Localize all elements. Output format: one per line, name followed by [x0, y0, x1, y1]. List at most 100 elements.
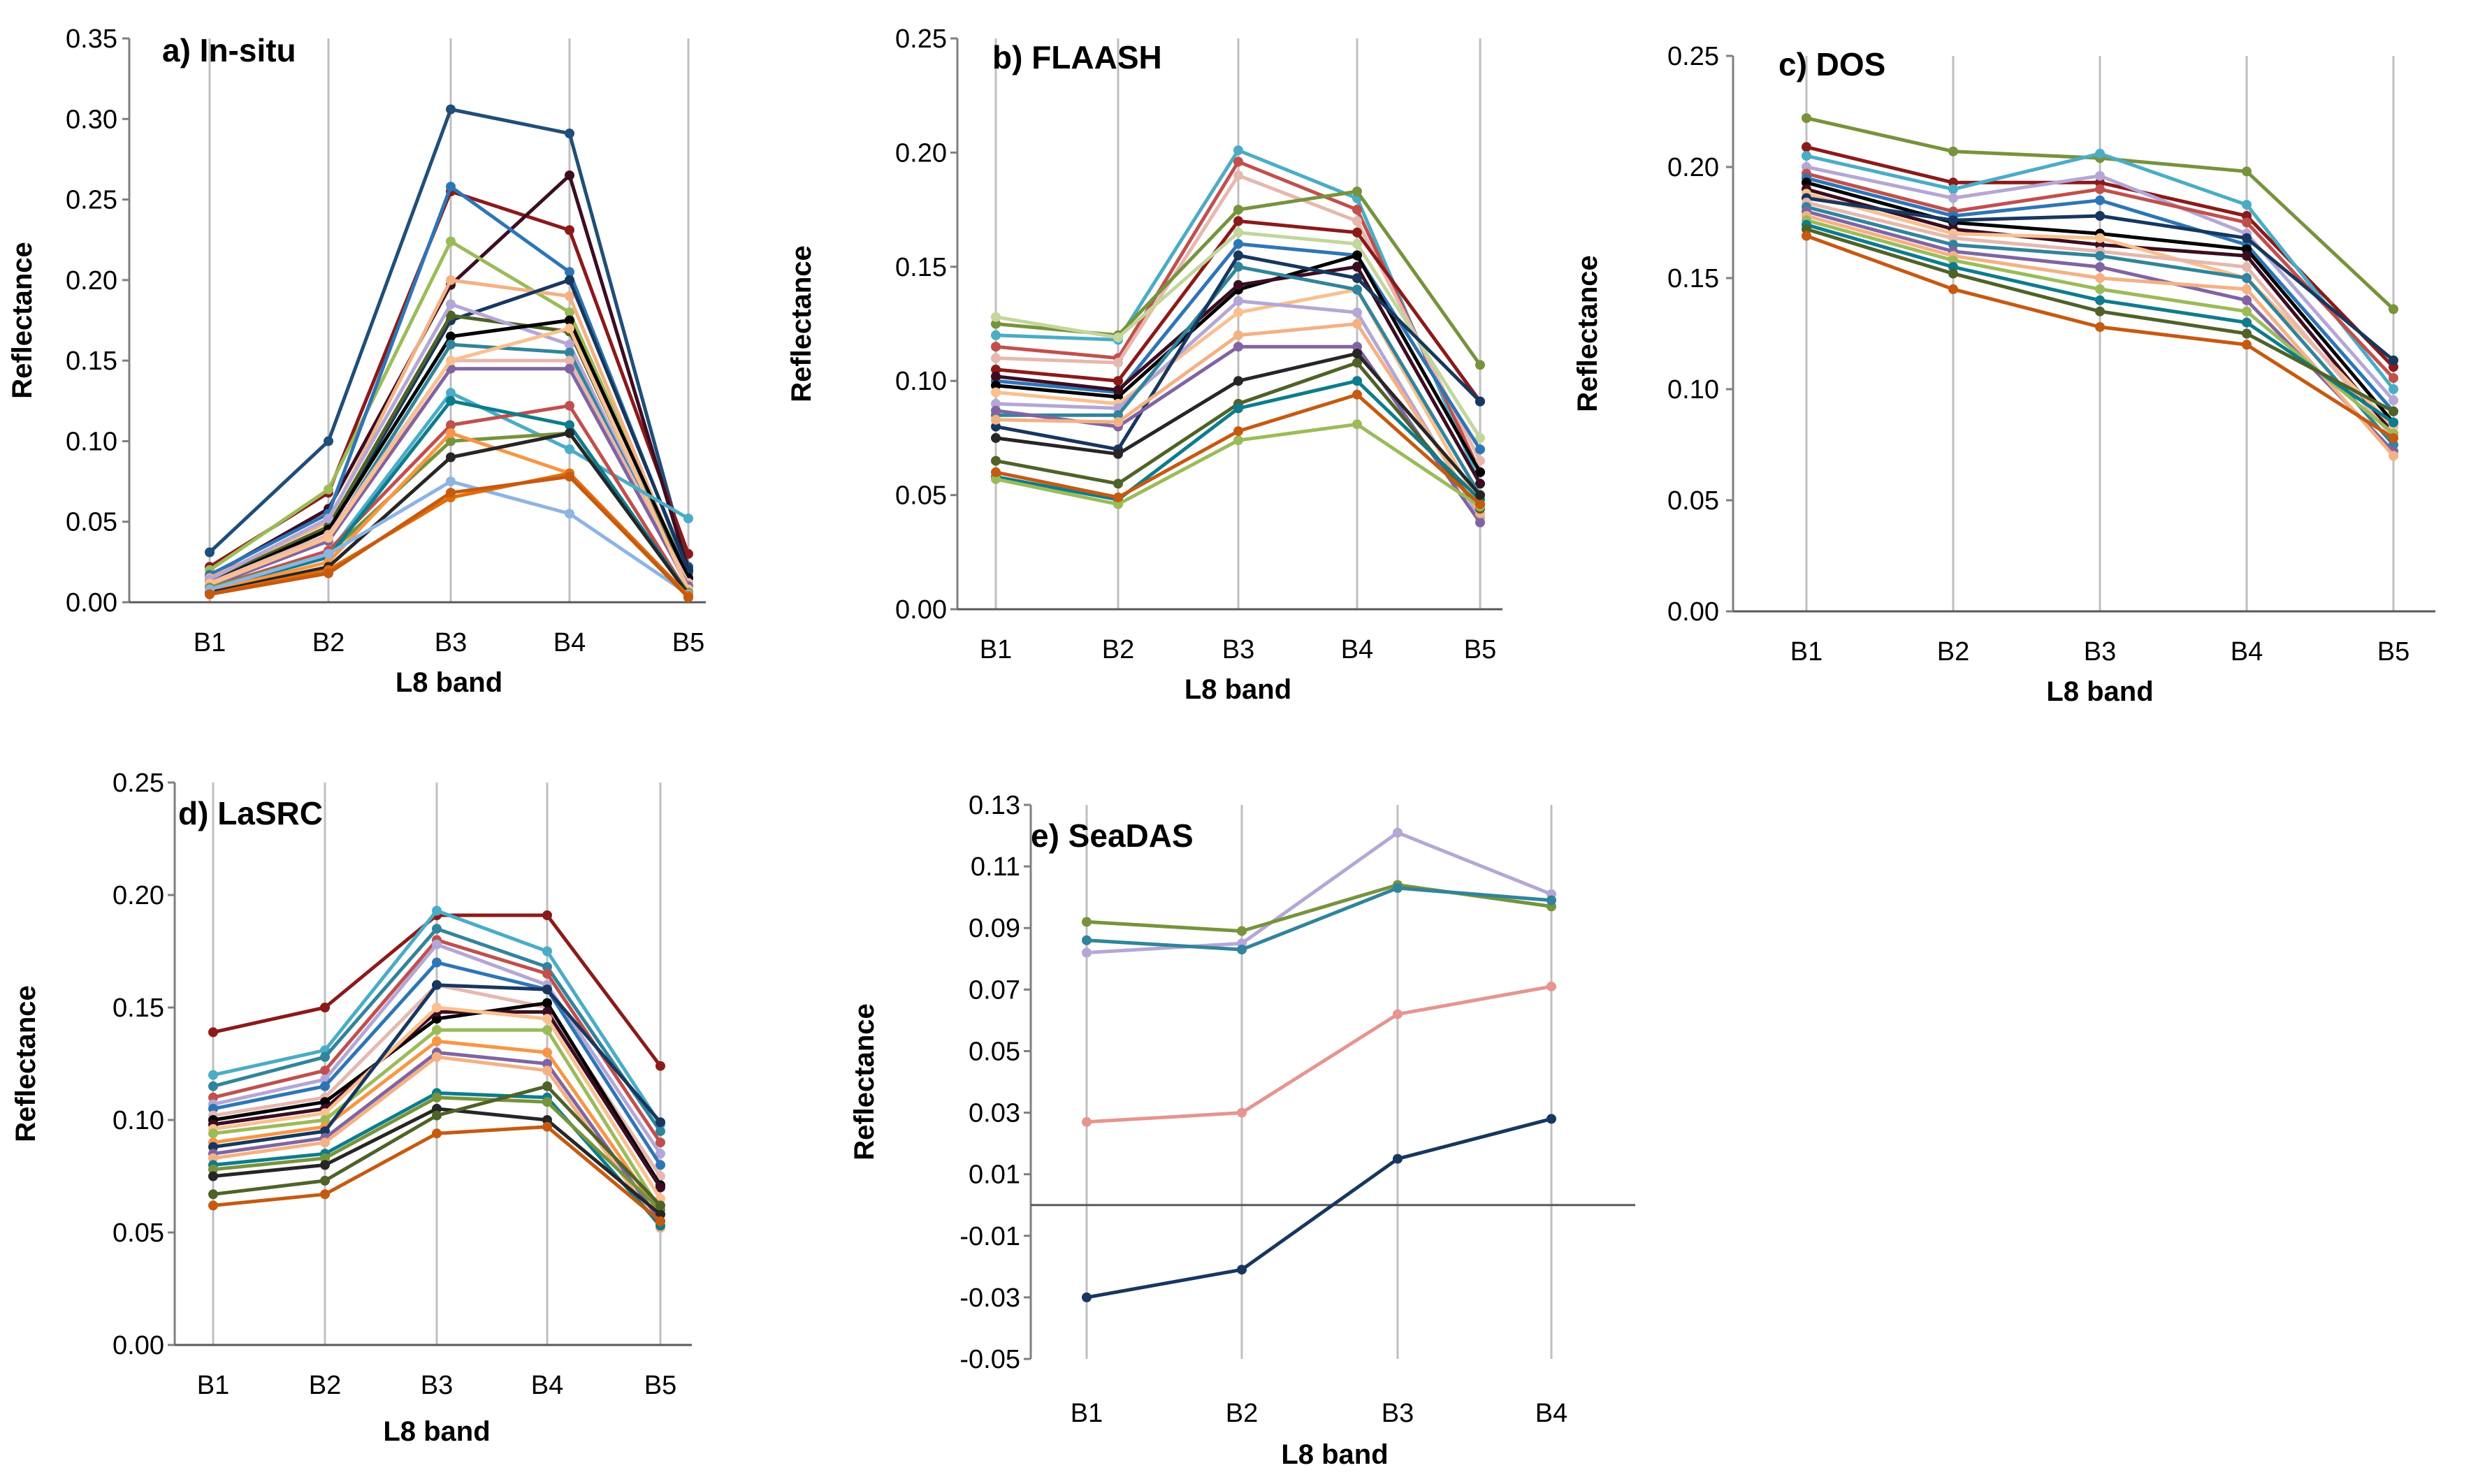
- data-point: [446, 182, 456, 192]
- data-point: [565, 291, 574, 301]
- x-tick-label-b4: B4: [553, 628, 586, 657]
- data-point: [1475, 499, 1485, 509]
- data-point: [991, 380, 1001, 391]
- y-axis-title: Reflectance: [10, 985, 41, 1142]
- y-tick-label: 0.07: [969, 975, 1020, 1005]
- y-tick-label: 0.10: [1667, 375, 1719, 405]
- data-point: [446, 104, 456, 115]
- data-point: [1352, 307, 1362, 318]
- data-point: [542, 962, 552, 972]
- data-point: [1233, 330, 1243, 340]
- data-point: [542, 1121, 552, 1132]
- data-point: [991, 474, 1001, 484]
- data-point: [432, 1052, 442, 1062]
- data-point: [1233, 216, 1243, 226]
- data-point: [1475, 456, 1485, 466]
- data-point: [1948, 268, 1958, 279]
- data-point: [320, 1153, 330, 1163]
- data-point: [1475, 360, 1485, 370]
- data-point: [1352, 419, 1362, 430]
- x-tick-label-b5: B5: [672, 628, 704, 657]
- data-point: [655, 1200, 665, 1211]
- data-point: [1233, 250, 1243, 261]
- data-point: [1352, 250, 1362, 261]
- x-tick-label-b5: B5: [2377, 637, 2410, 667]
- data-point: [320, 1108, 330, 1119]
- x-tick-label-b2: B2: [1937, 637, 1969, 667]
- series-line-3: [1086, 886, 1552, 952]
- panel-title: b) FLAASH: [992, 39, 1162, 75]
- data-point: [2095, 195, 2105, 205]
- data-point: [2242, 262, 2252, 272]
- data-point: [2095, 170, 2105, 181]
- x-tick-label-b4: B4: [531, 1371, 563, 1400]
- data-point: [565, 323, 574, 333]
- y-tick-label: 0.15: [66, 347, 117, 376]
- y-tick-label: 0.09: [969, 914, 1020, 943]
- data-point: [1113, 449, 1123, 459]
- data-point: [320, 1126, 330, 1137]
- data-point: [1113, 376, 1123, 386]
- series-line-4: [1086, 984, 1552, 1124]
- panel-d: 0.00 0.05 0.10 0.15 0.20 0.25 B1 B2 B3 B4 B5 L8 ban…: [10, 769, 692, 1447]
- y-tick-label: 0.20: [895, 138, 947, 168]
- data-point: [432, 924, 442, 934]
- x-axis-title: L8 band: [396, 667, 502, 698]
- data-point: [542, 910, 552, 920]
- data-point: [2095, 233, 2105, 243]
- data-point: [208, 1189, 218, 1200]
- data-point: [1233, 205, 1243, 215]
- data-point: [655, 1160, 665, 1170]
- panel-e: -0.05 -0.03 -0.01 0.01 0.03 0.05 0.07 0.09 0.11 0…: [849, 791, 1635, 1470]
- x-tick-label-b5: B5: [1464, 635, 1496, 664]
- data-point: [655, 1137, 665, 1148]
- data-point: [655, 1117, 665, 1128]
- data-point: [655, 1216, 665, 1226]
- data-point: [565, 275, 574, 285]
- data-point: [324, 436, 333, 446]
- y-tick-label: 0.01: [969, 1161, 1020, 1190]
- x-axis-title: L8 band: [383, 1416, 490, 1447]
- data-point: [446, 299, 456, 310]
- data-point: [542, 1065, 552, 1076]
- x-tick-label-b3: B3: [1222, 635, 1254, 664]
- data-point: [542, 1059, 552, 1069]
- data-point: [1233, 307, 1243, 318]
- data-point: [565, 315, 574, 326]
- data-point: [208, 1092, 218, 1103]
- series-line-3: [208, 173, 690, 579]
- data-point: [2242, 328, 2252, 339]
- data-point: [1475, 432, 1485, 443]
- data-point: [565, 428, 574, 438]
- data-point: [2242, 306, 2252, 317]
- data-point: [446, 388, 456, 398]
- data-point: [208, 1128, 218, 1139]
- data-point: [432, 1092, 442, 1103]
- data-point: [2095, 262, 2105, 272]
- data-point: [565, 340, 574, 350]
- y-tick-label: 0.00: [113, 1331, 164, 1360]
- data-point: [1113, 410, 1123, 421]
- data-point: [446, 420, 456, 430]
- data-point: [542, 1115, 552, 1125]
- data-point: [1352, 389, 1362, 400]
- data-point: [565, 400, 574, 411]
- data-point: [1948, 284, 1958, 294]
- y-tick-label: 0.05: [969, 1037, 1020, 1066]
- data-point: [1352, 261, 1362, 272]
- data-point: [208, 1103, 218, 1114]
- data-point: [2095, 211, 2105, 221]
- data-point: [655, 1149, 665, 1159]
- data-point: [991, 398, 1001, 409]
- data-point: [542, 1007, 552, 1017]
- x-tick-label-b5: B5: [644, 1371, 676, 1400]
- data-point: [1352, 284, 1362, 295]
- x-tick-label-b3: B3: [1382, 1399, 1414, 1428]
- data-point: [565, 356, 574, 366]
- data-point: [565, 225, 574, 235]
- data-point: [1352, 376, 1362, 386]
- y-tick-label: 0.05: [66, 508, 117, 537]
- data-point: [2095, 148, 2105, 159]
- x-tick-label-b2: B2: [309, 1371, 341, 1400]
- data-point: [542, 1047, 552, 1058]
